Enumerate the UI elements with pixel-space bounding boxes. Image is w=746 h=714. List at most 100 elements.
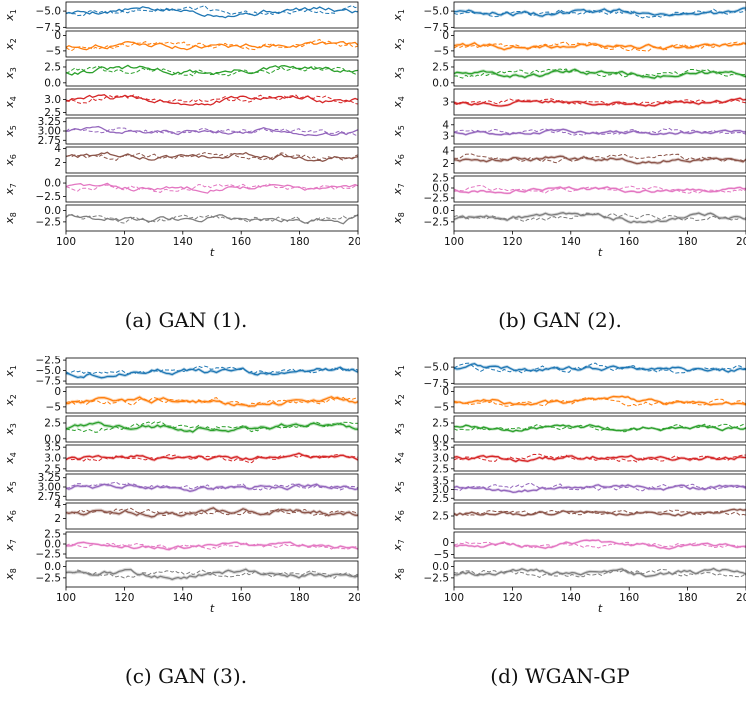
panel-wgan-gp: −5.0 −7.5 x1 0 −5 x2 2.5 0.0 x3 3.5 3.0 2.5 x4 3.5 3.0… <box>388 356 746 628</box>
axes-frame <box>453 560 746 588</box>
xtick-label: 120 <box>114 236 134 248</box>
subplot-x2: 0 −5 x2 <box>391 30 746 58</box>
panel-gan-2: −5.0 −7.5 x1 0 −5 x2 2.5 0.0 x3 3 x4 4 3 x5 4 2 x6 2.5 0.0… <box>388 0 746 272</box>
xlabel: t <box>598 246 603 259</box>
line-generated-x7 <box>454 186 746 195</box>
ytick-label: 0 <box>442 386 449 398</box>
chart-svg: −5.0−7.5x10−5x22.50.0x33.02.5x43.253.002… <box>3 1 368 259</box>
subplot-x1: −5.0 −7.5 x1 <box>391 1 746 34</box>
ylabel-x6: x6 <box>391 510 406 523</box>
ytick-label: 0.0 <box>44 77 61 89</box>
ytick-label: 0 <box>442 30 449 42</box>
xtick-label: 120 <box>502 592 522 604</box>
xtick-label: 180 <box>290 592 310 604</box>
band-x7 <box>66 540 358 552</box>
ytick-label: 3.5 <box>44 442 61 454</box>
ytick-label: 2.75 <box>38 135 61 147</box>
ytick-label: 3.25 <box>38 116 61 128</box>
line-generated-x3 <box>66 421 358 433</box>
axes-frame <box>453 473 746 501</box>
line-generated-x8 <box>66 568 358 581</box>
ytick-label: 3.5 <box>432 442 449 454</box>
ylabel-x2: x2 <box>391 394 406 407</box>
subplot-x6: 42 x6 <box>391 145 746 174</box>
ytick-label: 3.5 <box>432 475 449 487</box>
ylabel-x7: x7 <box>3 539 18 552</box>
xtick-label: 120 <box>502 236 522 248</box>
ytick-label: 4 <box>54 499 61 511</box>
xtick-label: 200 <box>736 236 746 248</box>
axes-frame <box>65 175 359 203</box>
ytick-label: 2 <box>54 513 61 525</box>
line-real-x8 <box>66 569 358 579</box>
line-real-x4 <box>66 94 358 105</box>
axes-frame <box>65 1 359 29</box>
line-generated-x8 <box>454 212 746 224</box>
ytick-label: −2.5 <box>36 572 62 584</box>
ylabel-x7: x7 <box>3 183 18 196</box>
ylabel-x3: x3 <box>391 423 406 436</box>
subplot-x8: 0.0−2.5 x8 <box>391 204 746 232</box>
ytick-label: −5 <box>434 401 449 413</box>
subplot-x4: 3.53.02.5 x4 <box>3 442 359 475</box>
line-real-x6 <box>454 153 746 164</box>
axes-frame <box>453 175 746 203</box>
ytick-label: −7.5 <box>36 376 62 388</box>
ylabel-x4: x4 <box>3 96 18 109</box>
ytick-label: −2.5 <box>36 191 62 203</box>
axes-frame <box>65 386 359 414</box>
band-x3 <box>66 420 358 434</box>
subplot-x8: 0.0−2.5 x8 <box>3 560 359 588</box>
ylabel-x2: x2 <box>3 38 18 51</box>
subplot-x4: 3.02.5 x4 <box>3 88 359 119</box>
axes-frame <box>65 502 359 530</box>
line-generated-x4 <box>454 97 746 107</box>
ytick-label: 2.5 <box>44 61 61 73</box>
axes-frame <box>65 204 359 232</box>
caption-gan-2: (b) GAN (2). <box>498 308 622 332</box>
ytick-label: 3.00 <box>38 126 61 138</box>
ytick-label: 0.0 <box>44 561 61 573</box>
line-generated-x6 <box>66 507 358 518</box>
subplot-x8: 0.0−2.5 x8 <box>3 204 359 232</box>
ytick-label: 0.0 <box>44 539 61 551</box>
band-x3 <box>454 423 746 434</box>
line-generated-x5 <box>66 125 358 137</box>
ytick-label: 0.0 <box>432 77 449 89</box>
ylabel-x7: x7 <box>391 539 406 552</box>
ylabel-x5: x5 <box>391 481 406 494</box>
ylabel-x8: x8 <box>391 568 406 581</box>
ytick-label: 3.0 <box>44 453 61 465</box>
ytick-label: −5 <box>46 401 61 413</box>
ylabel-x6: x6 <box>3 154 18 167</box>
ytick-label: 0.0 <box>432 561 449 573</box>
ytick-label: 2 <box>54 157 61 169</box>
ytick-label: 2.75 <box>38 491 61 503</box>
axes-frame <box>453 146 746 174</box>
band-x6 <box>66 506 358 519</box>
subplot-x4: 3.53.02.5 x4 <box>391 442 746 475</box>
ytick-label: 0 <box>54 30 61 42</box>
line-real-x6 <box>66 152 358 161</box>
line-generated-x4 <box>454 454 746 463</box>
ylabel-x5: x5 <box>3 125 18 138</box>
ylabel-x1: x1 <box>391 365 406 378</box>
ytick-label: −2.5 <box>424 193 450 205</box>
ytick-label: 2.5 <box>432 511 449 523</box>
ytick-label: −5 <box>434 549 449 561</box>
xtick-label: 120 <box>114 592 134 604</box>
subplot-x6: 2.5 x6 <box>391 502 746 530</box>
ytick-label: 2 <box>442 158 449 170</box>
band-x5 <box>66 482 358 493</box>
line-generated-x7 <box>66 182 358 194</box>
ylabel-x7: x7 <box>391 183 406 196</box>
axes-frame <box>453 415 746 443</box>
xtick-label: 100 <box>444 236 464 248</box>
ytick-label: 0 <box>54 386 61 398</box>
ylabel-x3: x3 <box>3 423 18 436</box>
subplot-x3: 2.5 0.0 x3 <box>391 59 746 89</box>
ytick-label: 0.0 <box>44 433 61 445</box>
xtick-label: 200 <box>348 592 360 604</box>
xlabel: t <box>598 602 603 615</box>
line-generated-x3 <box>454 68 746 79</box>
